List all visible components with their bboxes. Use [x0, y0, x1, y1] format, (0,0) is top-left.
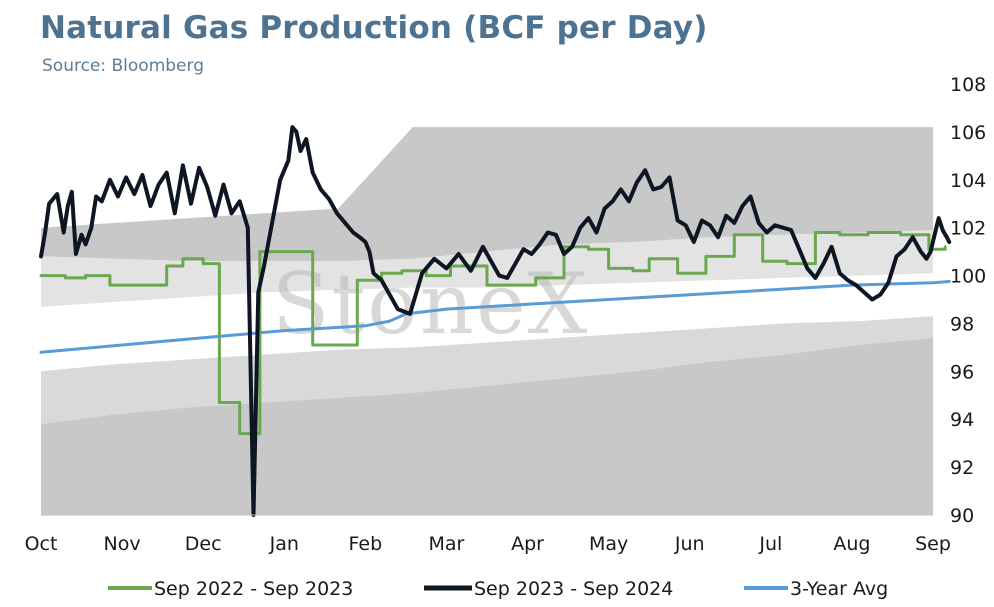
y-tick-label: 100 — [950, 266, 986, 288]
y-tick-label: 90 — [950, 505, 974, 527]
y-tick-label: 94 — [950, 409, 974, 431]
x-tick-label: Nov — [104, 533, 141, 555]
y-tick-label: 106 — [950, 122, 986, 144]
series-line-1 — [39, 125, 952, 517]
x-tick-label: Aug — [833, 533, 870, 555]
x-axis: Oct Nov Dec Jan Feb Mar Apr May Jun Jul Aug Sep — [25, 514, 951, 555]
x-tick-label: Jul — [758, 533, 782, 555]
y-tick-label: 108 — [950, 74, 986, 96]
legend-label-2: 3-Year Avg — [790, 578, 888, 600]
x-tick-label: May — [589, 533, 628, 555]
range-bands — [41, 84, 933, 515]
series-line-2 — [39, 280, 951, 354]
x-tick-label: Dec — [185, 533, 222, 555]
x-tick-label: Oct — [25, 533, 58, 555]
series-line-0 — [39, 231, 947, 436]
y-tick-label: 96 — [950, 361, 974, 383]
range-band-3 — [41, 337, 933, 515]
x-tick-label: Jun — [674, 533, 705, 555]
chart-title: Natural Gas Production (BCF per Day) — [40, 10, 708, 46]
x-tick-label: Apr — [511, 533, 544, 555]
y-tick-label: 102 — [950, 218, 986, 240]
y-tick-label: 98 — [950, 313, 974, 335]
series-lines — [39, 125, 952, 517]
y-axis: 90 92 94 96 98 100 102 104 106 108 — [950, 74, 986, 527]
y-tick-label: 104 — [950, 170, 986, 192]
chart-subtitle: Source: Bloomberg — [42, 56, 204, 76]
legend-label-0: Sep 2022 - Sep 2023 — [154, 578, 353, 600]
legend: Sep 2022 - Sep 2023 Sep 2023 - Sep 2024 3-… — [108, 578, 888, 600]
x-tick-label: Feb — [349, 533, 383, 555]
legend-label-1: Sep 2023 - Sep 2024 — [474, 578, 673, 600]
range-band-2 — [41, 316, 933, 424]
x-tick-label: Jan — [269, 533, 299, 555]
x-tick-label: Sep — [915, 533, 951, 555]
y-tick-label: 92 — [950, 457, 974, 479]
x-tick-label: Mar — [429, 533, 465, 555]
